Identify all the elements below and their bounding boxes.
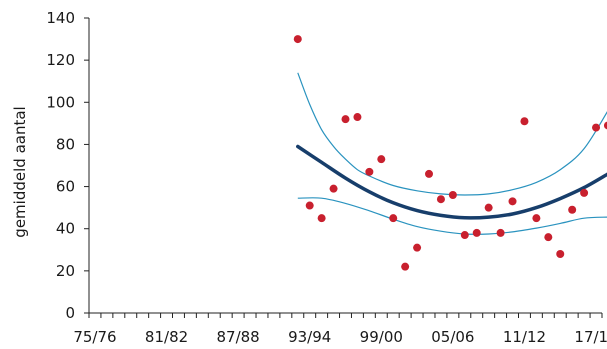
data-point (496, 228, 505, 237)
data-points (293, 35, 607, 271)
x-tick-label: 81/82 (145, 328, 188, 346)
x-tick-label: 11/12 (503, 328, 546, 346)
y-tick-label: 120 (46, 51, 75, 69)
data-point (532, 214, 541, 223)
x-tick-label: 99/00 (360, 328, 403, 346)
data-point (425, 169, 434, 178)
data-point (580, 188, 589, 197)
y-tick-label: 20 (56, 262, 75, 280)
data-point (520, 117, 529, 126)
data-point (389, 214, 398, 223)
x-tick-label: 05/06 (431, 328, 474, 346)
x-tick-label: 87/88 (217, 328, 260, 346)
data-point (484, 203, 493, 212)
data-point (436, 195, 445, 204)
curves (296, 72, 607, 235)
y-axis-title: gemiddeld aantal (11, 106, 29, 237)
axes (88, 18, 602, 314)
data-point (365, 167, 374, 176)
data-point (401, 262, 410, 271)
data-point (568, 205, 577, 214)
y-tick-label: 80 (56, 135, 75, 153)
data-point (293, 35, 302, 44)
data-point (305, 201, 314, 210)
data-point (508, 197, 517, 206)
upper-confidence-line (297, 72, 607, 196)
y-tick-label: 100 (46, 93, 75, 111)
data-point (472, 228, 481, 237)
data-point (592, 123, 601, 132)
data-point (317, 214, 326, 223)
trend-line (296, 144, 607, 220)
data-point (353, 113, 362, 122)
data-point (341, 115, 350, 124)
lower-confidence-line (297, 197, 607, 235)
y-axis-ticks: 0 20 40 60 80 100 120 140 (46, 9, 89, 322)
data-point (413, 243, 422, 252)
y-tick-label: 60 (56, 178, 75, 196)
data-point (460, 231, 469, 240)
x-tick-label: 93/94 (288, 328, 331, 346)
y-tick-label: 0 (65, 304, 75, 322)
data-point (556, 250, 565, 258)
data-point (544, 233, 553, 242)
y-tick-label: 140 (46, 9, 75, 27)
x-axis-ticks: 75/76 81/82 87/88 93/94 99/00 05/06 11/12 17/18 (73, 313, 607, 346)
data-point (603, 121, 607, 130)
y-tick-label: 40 (56, 220, 75, 238)
data-point (448, 191, 457, 199)
data-point (377, 155, 386, 164)
data-point (329, 184, 338, 193)
x-tick-label: 75/76 (73, 328, 116, 346)
x-tick-label: 17/18 (574, 328, 607, 346)
